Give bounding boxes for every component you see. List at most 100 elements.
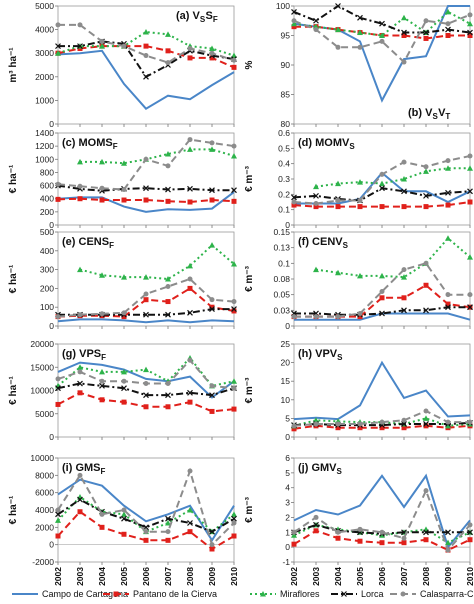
data-point-marker: [187, 507, 193, 513]
series-pantano-de-la-cierva: [55, 196, 237, 205]
data-point-marker: [231, 308, 237, 314]
data-point-marker: [313, 314, 319, 320]
y-tick-label: 400: [40, 246, 54, 256]
data-point-marker: [467, 153, 473, 159]
data-point-marker: [99, 185, 105, 191]
data-point-marker: [165, 392, 171, 399]
series-campo-de-cartagena: [293, 5, 470, 103]
data-point-marker: [335, 197, 341, 203]
data-point-marker: [357, 421, 363, 427]
data-point-marker: [379, 529, 385, 535]
data-point-marker: [423, 29, 429, 36]
data-point-marker: [165, 284, 171, 290]
data-point-marker: [291, 18, 297, 24]
data-point-marker: [121, 160, 127, 166]
y-tick-label: 0.03: [273, 305, 290, 315]
x-tick-label: 2007: [163, 567, 173, 586]
series-line: [293, 13, 471, 64]
series-pantano-de-la-cierva: [55, 390, 237, 414]
data-point-marker: [357, 44, 363, 50]
data-point-marker: [291, 199, 297, 205]
y-tick-label: 20000: [30, 339, 54, 349]
data-point-marker: [187, 529, 193, 535]
data-point-marker: [187, 45, 193, 51]
series-miraflores: [77, 242, 237, 282]
series-line: [293, 360, 471, 421]
data-point-marker: [231, 533, 237, 539]
series-campo-de-cartagena: [293, 473, 471, 550]
series-miraflores: [313, 165, 473, 190]
series-calasparra-cieza: [55, 276, 237, 320]
y-tick-label: 10000: [30, 386, 54, 396]
y-tick-label: 25: [281, 339, 291, 349]
data-point-marker: [423, 488, 429, 494]
x-tick-label: 2004: [333, 567, 343, 586]
data-point-marker: [143, 274, 149, 280]
y-axis-label: € ha⁻¹: [8, 495, 19, 524]
data-point-marker: [313, 201, 319, 207]
data-point-marker: [187, 357, 193, 363]
x-tick-label: 2010: [465, 567, 474, 586]
data-point-marker: [379, 20, 385, 27]
y-tick-label: 5000: [35, 409, 54, 419]
data-point-marker: [143, 185, 149, 192]
x-tick-label: 2010: [229, 567, 239, 586]
data-point-marker: [55, 385, 61, 392]
data-point-marker: [187, 309, 193, 316]
panel-label: (b) VS VT: [408, 107, 450, 121]
data-point-marker: [77, 364, 83, 370]
y-tick-label: 2000: [35, 72, 54, 82]
panel-label: (c) MOMSF: [62, 137, 118, 151]
data-point-marker: [357, 526, 363, 532]
data-point-marker: [187, 389, 193, 396]
data-point-marker: [231, 511, 237, 517]
data-point-marker: [379, 171, 385, 177]
data-point-marker: [313, 521, 319, 528]
data-point-marker: [313, 204, 319, 210]
data-point-marker: [165, 520, 171, 526]
data-point-marker: [445, 292, 451, 298]
legend-item: Pantano de la Cierva: [103, 589, 217, 599]
data-point-marker: [445, 547, 451, 553]
data-point-marker: [165, 186, 171, 193]
chart-panel-i: -2000 0 2000 4000 6000 8000 10000 € ha⁻¹ (i) GMS…: [8, 453, 239, 586]
data-point-marker: [231, 299, 237, 305]
y-axis-label: € ha⁻¹: [8, 264, 19, 293]
data-point-marker: [187, 146, 193, 152]
y-axis-label: € ha⁻¹: [8, 376, 19, 405]
data-point-marker: [445, 301, 451, 307]
data-point-marker: [77, 196, 83, 202]
data-point-marker: [291, 202, 297, 208]
data-point-marker: [143, 537, 149, 543]
data-point-marker: [379, 532, 385, 538]
series-calasparra-cieza: [291, 12, 473, 65]
series-line: [58, 23, 235, 64]
data-point-marker: [55, 50, 61, 56]
data-point-marker: [165, 515, 171, 522]
y-tick-label: 1000: [35, 95, 54, 105]
series-line: [315, 167, 470, 188]
panel-label: (d) MOMVS: [298, 137, 355, 151]
data-point-marker: [467, 199, 473, 205]
data-point-marker: [99, 197, 105, 203]
y-tick-label: 0.2: [278, 189, 290, 199]
data-point-marker: [165, 198, 171, 204]
y-tick-label: 4: [285, 483, 290, 493]
data-point-marker: [209, 408, 215, 414]
data-point-marker: [143, 53, 149, 59]
data-point-marker: [423, 307, 429, 314]
series-lorca: [291, 304, 473, 318]
data-point-marker: [121, 511, 127, 517]
data-point-marker: [77, 369, 83, 375]
y-tick-label: -2000: [32, 557, 54, 567]
data-point-marker: [401, 14, 407, 21]
data-point-marker: [335, 529, 341, 535]
y-tick-label: 0.3: [278, 174, 290, 184]
data-point-marker: [423, 164, 429, 170]
data-point-marker: [165, 381, 171, 387]
y-tick-label: 0.1: [278, 258, 290, 268]
data-point-marker: [423, 192, 429, 199]
data-point-marker: [209, 55, 215, 61]
chart-panel-b: 80 85 90 95 100% (b) VS VT: [244, 1, 473, 129]
data-point-marker: [445, 26, 451, 33]
